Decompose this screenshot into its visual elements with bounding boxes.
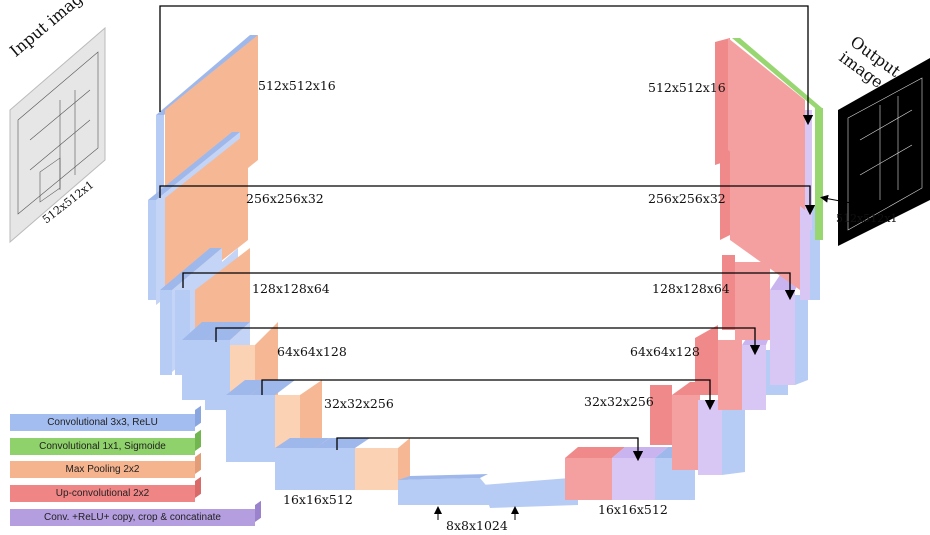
- enc-label-1: 512x512x16: [258, 78, 336, 93]
- enc-label-5: 32x32x256: [324, 396, 394, 411]
- bottleneck-arrows: [434, 506, 519, 520]
- enc-level-2: [148, 132, 248, 305]
- legend-upconv-label: Up-convolutional 2x2: [55, 488, 150, 499]
- bottleneck-label: 8x8x1024: [446, 518, 508, 533]
- dec-label-1: 512x512x16: [648, 80, 726, 95]
- dec-label-6: 16x16x512: [598, 502, 668, 517]
- legend-conv1x1: Convolutional 1x1, Sigmoide: [10, 429, 201, 455]
- dec-label-3: 128x128x64: [652, 281, 730, 296]
- output-pointer: [820, 194, 885, 209]
- legend-maxpool-label: Max Pooling 2x2: [65, 464, 140, 475]
- legend-concat: Conv. +ReLU+ copy, crop & concatinate: [10, 500, 261, 526]
- dec-level-3: [722, 255, 808, 385]
- dec-label-4: 64x64x128: [630, 344, 700, 359]
- output-image-size: 512x512x1: [836, 212, 898, 225]
- legend-conv3x3: Convolutional 3x3, ReLU: [10, 405, 201, 431]
- enc-level-4: [182, 322, 278, 410]
- legend-maxpool: Max Pooling 2x2: [10, 452, 201, 478]
- enc-label-2: 256x256x32: [246, 191, 324, 206]
- legend-concat-label: Conv. +ReLU+ copy, crop & concatinate: [44, 512, 221, 523]
- input-image: [9, 26, 106, 244]
- bottleneck: [398, 474, 578, 508]
- legend-conv3x3-label: Convolutional 3x3, ReLU: [47, 417, 158, 428]
- dec-label-5: 32x32x256: [584, 394, 654, 409]
- output-image: [838, 58, 930, 246]
- dec-label-2: 256x256x32: [648, 191, 726, 206]
- legend-upconv: Up-convolutional 2x2: [10, 476, 201, 502]
- enc-label-4: 64x64x128: [277, 344, 347, 359]
- dec-level-1: [715, 38, 823, 240]
- enc-label-3: 128x128x64: [252, 281, 330, 296]
- enc-label-6: 16x16x512: [283, 492, 353, 507]
- enc-level-6: [275, 438, 410, 490]
- legend-conv1x1-label: Convolutional 1x1, Sigmoide: [39, 441, 166, 452]
- skip-connections: [159, 5, 816, 462]
